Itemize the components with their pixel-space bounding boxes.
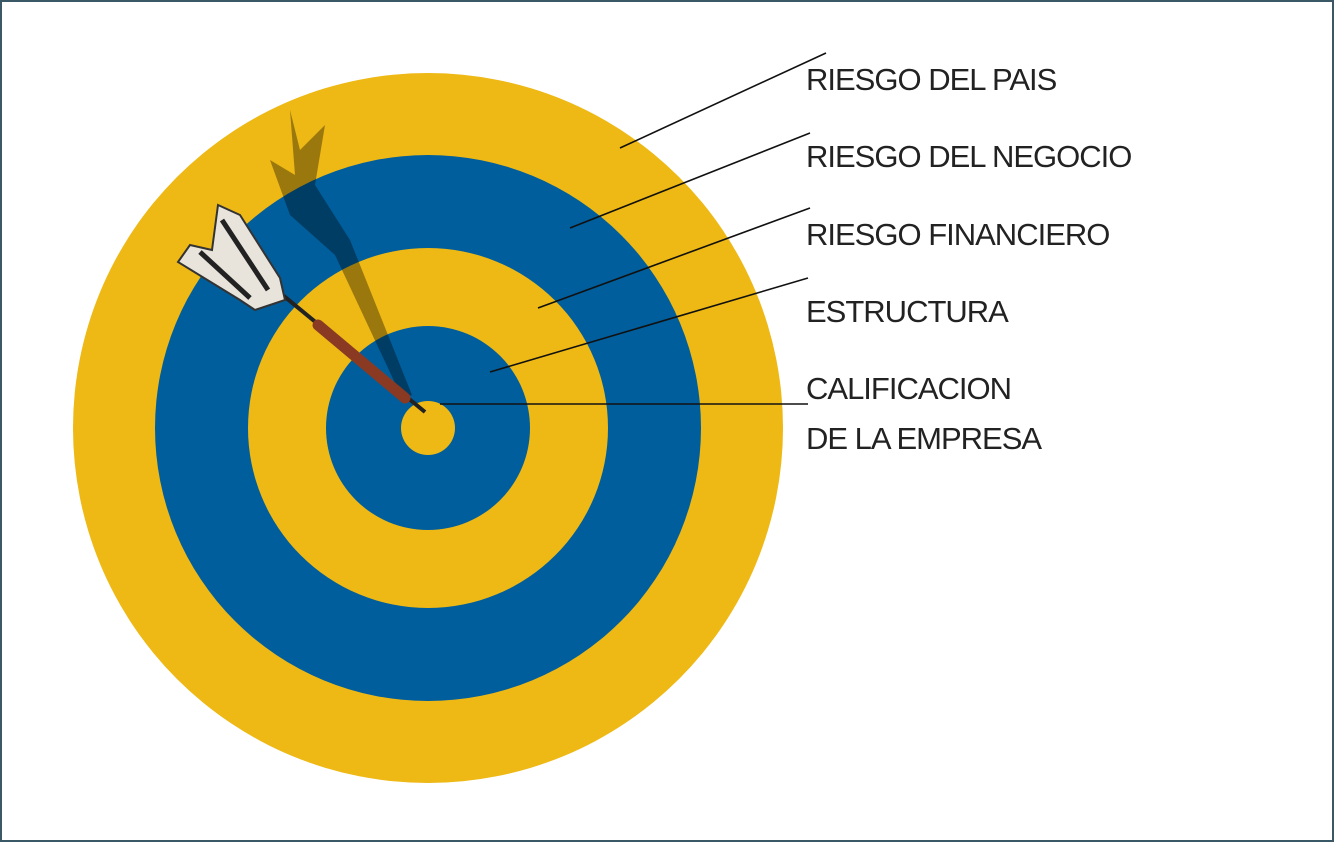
bullseye [401,401,455,455]
label: CALIFICACION [806,371,1011,406]
label: ESTRUCTURA [806,294,1009,329]
diagram: RIESGO DEL PAIS RIESGO DEL NEGOCIO RIESG… [0,0,1334,842]
page: RIESGO DEL PAIS RIESGO DEL NEGOCIO RIESG… [0,0,1334,842]
label: RIESGO FINANCIERO [806,217,1109,252]
label: RIESGO DEL NEGOCIO [806,139,1131,174]
target [73,73,783,783]
label: RIESGO DEL PAIS [806,62,1057,97]
label: DE LA EMPRESA [806,421,1042,456]
